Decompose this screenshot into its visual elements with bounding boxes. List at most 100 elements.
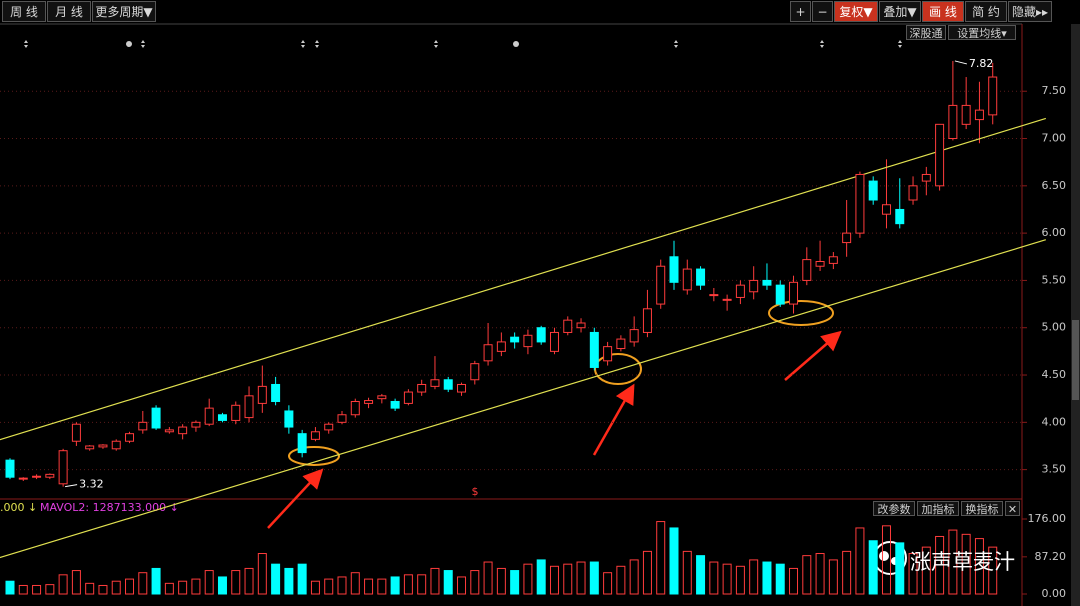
candle-body (377, 395, 387, 400)
candle-body (576, 322, 586, 329)
volume-bar (324, 578, 334, 595)
volume-bar (842, 550, 852, 595)
volume-bar (271, 563, 281, 595)
button[interactable]: ✕ (1005, 501, 1020, 516)
y-tick-label: 7.00 (1042, 132, 1067, 145)
candle-body (138, 421, 148, 431)
annotation-pointer (954, 60, 968, 65)
event-markers (24, 40, 902, 48)
y-tick-label: 7.50 (1042, 84, 1067, 97)
candle-body (895, 208, 905, 225)
candle-body (496, 341, 506, 352)
candle-body (775, 284, 785, 305)
volume-bar (696, 555, 706, 595)
candle-body (470, 363, 480, 381)
candle-body (178, 426, 188, 435)
volume-bar (908, 553, 918, 595)
volume-bar (510, 570, 520, 595)
button[interactable]: 设置均线▾ (948, 25, 1016, 40)
button[interactable]: 换指标 (961, 501, 1003, 516)
volume-bar (257, 553, 267, 595)
volume-bar (164, 582, 174, 595)
arrows (267, 330, 842, 529)
scrollbar[interactable] (1071, 24, 1080, 606)
candle-body (828, 256, 838, 264)
candle-body (45, 473, 55, 478)
volume-tick-label: 176.00 (1028, 512, 1067, 525)
volume-bar (802, 555, 812, 595)
volume-bar (284, 567, 294, 595)
volume-bar (935, 535, 945, 595)
candle-body (297, 433, 307, 454)
button[interactable]: 加指标 (917, 501, 959, 516)
volume-bar (483, 561, 493, 595)
candle-body (974, 109, 984, 121)
candle-body (18, 477, 28, 480)
volume-bar (204, 570, 214, 595)
volume-bar (337, 576, 347, 595)
candle-body (204, 407, 214, 425)
y-tick-label: 6.50 (1042, 179, 1067, 192)
volume-bar (868, 540, 878, 595)
volume-bar (669, 527, 679, 595)
annotation-pointer (65, 484, 78, 488)
volume-bar (71, 570, 81, 595)
button[interactable]: 更多周期▼ (92, 1, 156, 22)
candle-body (842, 232, 852, 244)
volume-bar (642, 550, 652, 595)
button[interactable]: 复权▼ (834, 1, 878, 22)
button[interactable]: 月 线 (47, 1, 91, 22)
marker: $ (472, 485, 479, 498)
candle-body (191, 421, 201, 428)
volume-bar (138, 572, 148, 595)
candle-body (430, 379, 440, 387)
volume-bar (789, 567, 799, 595)
button[interactable]: − (812, 1, 833, 22)
y-tick-label: 4.50 (1042, 368, 1067, 381)
button[interactable]: + (790, 1, 811, 22)
candle-body (217, 414, 227, 421)
candle-body (257, 385, 267, 404)
button[interactable]: 简 约 (965, 1, 1007, 22)
candle-body (908, 185, 918, 201)
volume-bar (895, 542, 905, 595)
y-tick-label: 5.00 (1042, 321, 1067, 334)
volume-bar (549, 565, 559, 595)
candle-body (948, 104, 958, 140)
scroll-thumb[interactable] (1072, 320, 1079, 400)
candle-body (789, 281, 799, 305)
volume-bar (749, 559, 759, 595)
volume-bar (364, 578, 374, 595)
volume-bar (762, 561, 772, 595)
volume-bar (178, 580, 188, 595)
volume-bar (603, 572, 613, 595)
button[interactable]: 隐藏▸▸ (1008, 1, 1052, 22)
candle-body (749, 279, 759, 293)
volume-bar (616, 565, 626, 595)
candle-body (682, 268, 692, 291)
button[interactable]: 改参数 (873, 501, 915, 516)
volume-bar (244, 567, 254, 595)
button[interactable]: 画 线 (922, 1, 964, 22)
button[interactable]: 周 线 (2, 1, 46, 22)
button[interactable]: 深股通 (906, 25, 946, 40)
candle-body (457, 383, 467, 393)
volume-bar (98, 584, 108, 595)
volume-bar (735, 565, 745, 595)
candle-body (921, 173, 931, 182)
volume-bar (828, 559, 838, 595)
candle-body (563, 319, 573, 333)
candle-body (5, 459, 15, 478)
volume-bar (974, 538, 984, 595)
volume-bar (151, 567, 161, 595)
volume-bar (443, 570, 453, 595)
highlights (288, 300, 834, 466)
button[interactable]: 叠加▼ (879, 1, 921, 22)
trend-line (0, 117, 1047, 441)
candle-body (935, 123, 945, 187)
candle-body (523, 334, 533, 348)
candle-body (549, 331, 559, 352)
volume-ma2: MAVOL2: 1287133.000 ↓ (40, 501, 179, 514)
candle-body (151, 407, 161, 429)
